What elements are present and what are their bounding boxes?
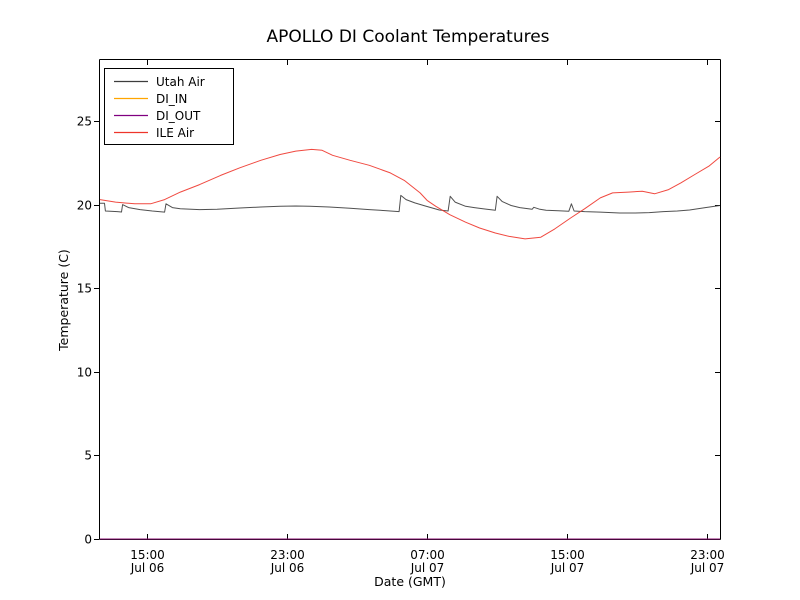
x-tick-label-date: Jul 07 (410, 561, 445, 575)
x-tick-label-time: 15:00 (130, 548, 165, 562)
y-tick-label: 5 (84, 449, 92, 463)
legend-item-di-in: DI_IN (105, 90, 233, 107)
legend-item-utah-air: Utah Air (105, 73, 233, 90)
series-line-utah-air (100, 194, 721, 214)
line-swatch-icon (114, 80, 148, 83)
legend: Utah Air DI_IN DI_OUT ILE Air (104, 68, 234, 145)
legend-label: ILE Air (156, 125, 195, 140)
legend-label: Utah Air (156, 74, 205, 89)
y-tick-label: 10 (77, 366, 92, 380)
y-tick-label: 0 (84, 533, 92, 547)
y-axis-label: Temperature (C) (56, 249, 71, 351)
legend-label: DI_OUT (156, 108, 201, 123)
y-tick-label: 15 (77, 282, 92, 296)
x-tick-label-date: Jul 07 (690, 561, 725, 575)
x-tick-label-date: Jul 06 (130, 561, 165, 575)
x-tick-label-date: Jul 06 (270, 561, 305, 575)
y-tick-label: 25 (77, 115, 92, 129)
x-tick-label-time: 23:00 (690, 548, 725, 562)
y-tick-label: 20 (77, 199, 92, 213)
legend-item-ile-air: ILE Air (105, 124, 233, 141)
legend-item-di-out: DI_OUT (105, 107, 233, 124)
x-tick-label-time: 07:00 (410, 548, 445, 562)
x-tick-label-time: 15:00 (550, 548, 585, 562)
legend-label: DI_IN (156, 91, 188, 106)
line-swatch-icon (114, 131, 148, 134)
series-line-ile-air (99, 148, 721, 240)
x-tick-label-date: Jul 07 (550, 561, 585, 575)
line-swatch-icon (114, 114, 148, 117)
line-swatch-icon (114, 97, 148, 100)
chart-title: APOLLO DI Coolant Temperatures (266, 27, 550, 47)
x-axis-label: Date (GMT) (374, 574, 446, 589)
x-tick-label-time: 23:00 (270, 548, 305, 562)
